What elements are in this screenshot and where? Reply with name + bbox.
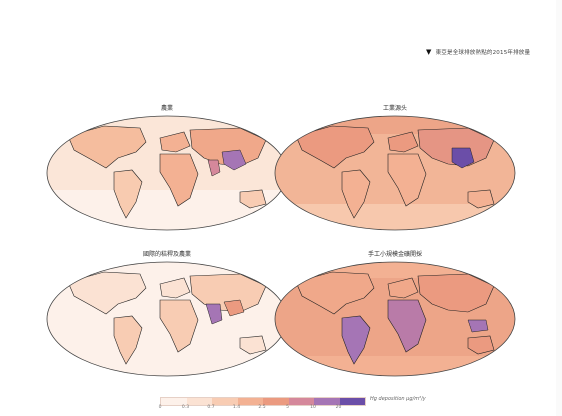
map-panel-biomass: 國際的秸稈及農業 — [44, 250, 290, 378]
legend-tick-label: 10 — [310, 405, 316, 410]
legend-swatch — [288, 398, 314, 405]
legend-tick-label: 5 — [286, 405, 289, 410]
legend-tick-label: 1.4 — [232, 405, 241, 410]
panel-title: 國際的秸稈及農業 — [142, 251, 191, 258]
legend-swatch — [186, 398, 212, 405]
legend-tick-label: 0 — [158, 405, 162, 410]
legend-swatch — [237, 398, 263, 405]
legend-tick-label: 0.3 — [181, 405, 190, 410]
color-legend: 0 0.3 0.7 1.4 2.5 5 10 20 Hg deposition µg/m²/y — [158, 396, 426, 414]
map-panel-industry: 工業源头 — [272, 104, 518, 232]
panel-title: 手工小規模金礦開採 — [367, 251, 422, 258]
world-map-biomass — [46, 261, 288, 377]
world-map-industry — [274, 115, 516, 231]
legend-swatch — [212, 398, 238, 405]
right-scroll-edge — [556, 0, 562, 416]
world-map-asgm — [274, 261, 516, 377]
map-panel-asgm: 手工小規模金礦開採 — [272, 250, 518, 378]
caption-text: 東亞是全球排放熱點的2015年排放量 — [435, 50, 531, 56]
legend-swatch — [263, 398, 289, 405]
legend-ticks: 0 0.3 0.7 1.4 2.5 5 10 20 — [158, 405, 364, 413]
legend-swatch — [339, 398, 365, 405]
legend-tick-label: 0.7 — [207, 405, 215, 410]
figure-caption: ▼ 東亞是全球排放熱點的2015年排放量 — [426, 46, 558, 58]
map-panel-agriculture: 農業 — [44, 104, 290, 232]
triangle-down-icon: ▼ — [426, 48, 432, 56]
panel-title: 工業源头 — [382, 105, 407, 112]
legend-tick-label: 20 — [335, 405, 342, 410]
panel-title: 農業 — [160, 105, 173, 112]
legend-color-bar — [160, 397, 366, 406]
legend-tick-label: 2.5 — [258, 405, 266, 410]
legend-swatch — [161, 398, 187, 405]
world-map-agriculture — [46, 115, 288, 231]
legend-swatch — [314, 398, 340, 405]
legend-unit: Hg deposition µg/m²/y — [370, 396, 426, 402]
